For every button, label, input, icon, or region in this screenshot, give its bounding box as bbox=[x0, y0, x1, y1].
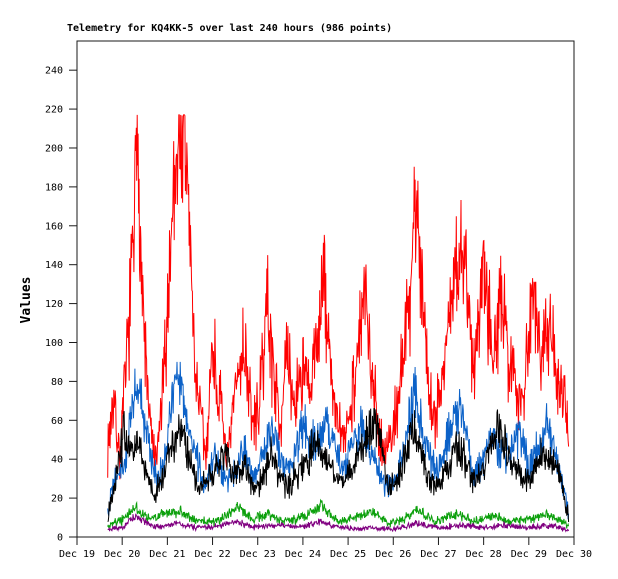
series-line-channel-5-purple bbox=[107, 513, 570, 533]
y-tick-label: 140 bbox=[45, 260, 63, 271]
series-lines bbox=[107, 114, 570, 533]
axes: 0 20 40 60 80 100 120 140 160 180 200 220 240 Dec 19 D… bbox=[45, 66, 592, 560]
x-tick-label: Dec 19 bbox=[59, 549, 95, 560]
y-tick-label: 160 bbox=[45, 221, 63, 232]
x-tick-label: Dec 23 bbox=[240, 549, 276, 560]
y-tick-label: 80 bbox=[51, 377, 63, 388]
y-axis-title: Values bbox=[19, 277, 34, 324]
x-tick-label: Dec 20 bbox=[104, 549, 140, 560]
series-line-channel-4-green bbox=[107, 498, 570, 529]
series-line-channel-3-black bbox=[107, 408, 570, 523]
y-tick-label: 0 bbox=[57, 533, 63, 544]
x-tick-label: Dec 26 bbox=[375, 549, 411, 560]
y-tick-label: 220 bbox=[45, 105, 63, 116]
y-tick-label: 200 bbox=[45, 143, 63, 154]
y-tick-label: 120 bbox=[45, 299, 63, 310]
y-tick-label: 60 bbox=[51, 416, 63, 427]
x-tick-label: Dec 22 bbox=[194, 549, 230, 560]
y-tick-label: 20 bbox=[51, 494, 63, 505]
series-line-channel-1-red bbox=[107, 114, 570, 480]
plot-border bbox=[76, 40, 575, 538]
chart-title: Telemetry for KQ4KK-5 over last 240 hour… bbox=[67, 22, 392, 34]
y-tick-label: 40 bbox=[51, 455, 63, 466]
x-tick-label: Dec 24 bbox=[285, 549, 321, 560]
x-tick-label: Dec 30 bbox=[556, 549, 592, 560]
x-tick-label: Dec 21 bbox=[149, 549, 185, 560]
x-tick-label: Dec 28 bbox=[466, 549, 502, 560]
y-tick-label: 180 bbox=[45, 182, 63, 193]
y-tick-label: 100 bbox=[45, 338, 63, 349]
x-tick-label: Dec 25 bbox=[330, 549, 366, 560]
x-tick-label: Dec 29 bbox=[511, 549, 547, 560]
x-tick-label: Dec 27 bbox=[420, 549, 456, 560]
y-tick-label: 240 bbox=[45, 66, 63, 77]
